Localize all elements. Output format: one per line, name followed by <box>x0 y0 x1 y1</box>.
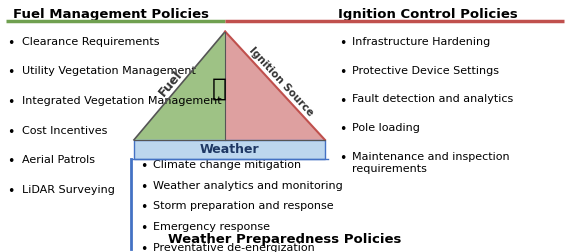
Text: Ignition Source: Ignition Source <box>247 45 315 118</box>
Text: Clearance Requirements: Clearance Requirements <box>22 37 159 47</box>
Text: Protective Device Settings: Protective Device Settings <box>352 66 499 76</box>
Text: 🔥: 🔥 <box>212 76 227 100</box>
Text: •: • <box>140 222 147 235</box>
Text: •: • <box>339 66 347 79</box>
Text: Storm preparation and response: Storm preparation and response <box>153 201 333 211</box>
Text: •: • <box>339 123 347 137</box>
Text: •: • <box>7 37 14 50</box>
Text: Cost Incentives: Cost Incentives <box>22 126 107 136</box>
Text: •: • <box>7 155 14 169</box>
Text: •: • <box>7 96 14 109</box>
Bar <box>134 140 325 159</box>
Text: Infrastructure Hardening: Infrastructure Hardening <box>352 37 491 47</box>
Text: Fault detection and analytics: Fault detection and analytics <box>352 94 514 105</box>
Text: Maintenance and inspection
requirements: Maintenance and inspection requirements <box>352 152 510 174</box>
Text: LiDAR Surveying: LiDAR Surveying <box>22 185 115 195</box>
Text: •: • <box>339 37 347 50</box>
Text: •: • <box>140 243 147 252</box>
Text: Fuel Management Policies: Fuel Management Policies <box>13 8 209 21</box>
Polygon shape <box>225 32 325 140</box>
Text: Fuel: Fuel <box>157 68 185 99</box>
Text: Weather analytics and monitoring: Weather analytics and monitoring <box>153 181 343 191</box>
Text: •: • <box>140 201 147 214</box>
Polygon shape <box>134 32 225 140</box>
Text: Weather: Weather <box>200 143 259 156</box>
Text: •: • <box>7 66 14 79</box>
Text: Ignition Control Policies: Ignition Control Policies <box>337 8 518 21</box>
Text: •: • <box>339 94 347 108</box>
Text: Aerial Patrols: Aerial Patrols <box>22 155 95 166</box>
Text: Utility Vegetation Management: Utility Vegetation Management <box>22 66 196 76</box>
Text: Preventative de-energization: Preventative de-energization <box>153 243 315 252</box>
Text: •: • <box>7 126 14 139</box>
Text: Weather Preparedness Policies: Weather Preparedness Policies <box>168 233 402 246</box>
Text: •: • <box>140 181 147 194</box>
Text: •: • <box>339 152 347 166</box>
Text: Climate change mitigation: Climate change mitigation <box>153 160 301 170</box>
Text: Pole loading: Pole loading <box>352 123 420 134</box>
Text: Emergency response: Emergency response <box>153 222 270 232</box>
Text: Integrated Vegetation Management: Integrated Vegetation Management <box>22 96 221 106</box>
Text: •: • <box>7 185 14 198</box>
Text: •: • <box>140 160 147 173</box>
